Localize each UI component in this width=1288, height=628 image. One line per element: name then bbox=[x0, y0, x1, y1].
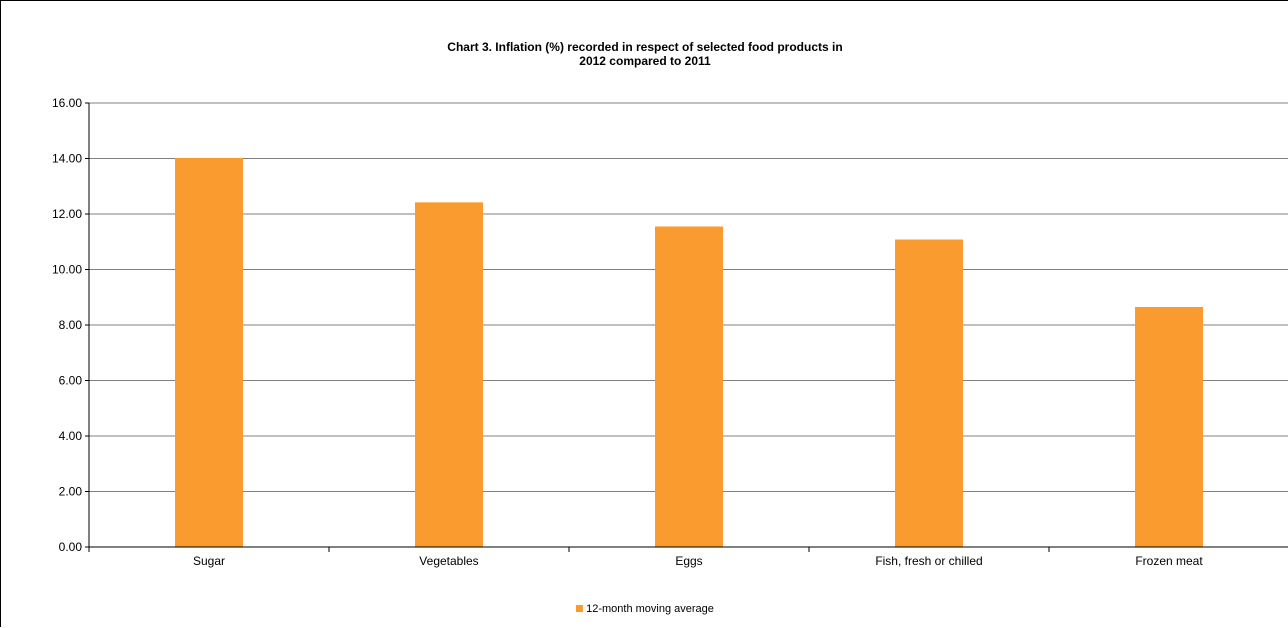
bar bbox=[1135, 306, 1203, 547]
x-tick-label: Frozen meat bbox=[1135, 554, 1203, 568]
x-tick-label: Fish, fresh or chilled bbox=[875, 554, 982, 568]
x-tick-label: Sugar bbox=[193, 554, 225, 568]
bar bbox=[655, 226, 723, 548]
y-tick-label: 10.00 bbox=[52, 263, 82, 277]
y-tick-label: 8.00 bbox=[59, 318, 83, 332]
bar bbox=[895, 239, 963, 547]
chart-title-line-2: 2012 compared to 2011 bbox=[579, 54, 711, 68]
x-tick-label: Eggs bbox=[675, 554, 702, 568]
y-tick-label: 16.00 bbox=[52, 96, 82, 110]
bar bbox=[175, 157, 243, 547]
bar bbox=[415, 202, 483, 547]
x-tick-label: Vegetables bbox=[419, 554, 478, 568]
y-tick-label: 0.00 bbox=[59, 540, 83, 554]
y-tick-label: 2.00 bbox=[59, 485, 83, 499]
y-tick-label: 12.00 bbox=[52, 207, 82, 221]
legend-swatch bbox=[576, 605, 584, 612]
y-tick-label: 6.00 bbox=[59, 374, 83, 388]
chart-title-line-1: Chart 3. Inflation (%) recorded in respe… bbox=[447, 40, 843, 54]
y-tick-label: 14.00 bbox=[52, 152, 82, 166]
legend: 12-month moving average bbox=[1, 603, 1288, 615]
legend-label: 12-month moving average bbox=[586, 603, 714, 615]
y-tick-label: 4.00 bbox=[59, 429, 83, 443]
